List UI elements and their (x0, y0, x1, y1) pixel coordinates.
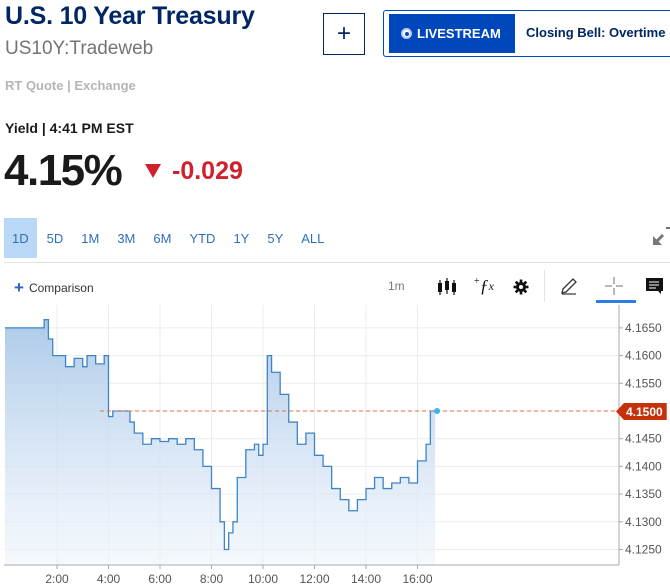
svg-text:4.1600: 4.1600 (625, 349, 662, 363)
range-tab-all[interactable]: ALL (301, 230, 325, 246)
svg-text:8:00: 8:00 (200, 572, 224, 586)
range-tab-ytd[interactable]: YTD (189, 230, 216, 246)
range-tab-3m[interactable]: 3M (117, 230, 136, 246)
range-tab-5d[interactable]: 5D (46, 230, 64, 246)
time-range-tabs: 1D 5D 1M 3M 6M YTD 1Y 5Y ALL (4, 218, 334, 258)
expand-chart-icon[interactable] (652, 226, 670, 246)
svg-text:6:00: 6:00 (148, 572, 172, 586)
comparison-label: Comparison (28, 281, 94, 295)
add-to-watchlist-button[interactable]: + (323, 13, 365, 55)
quote-source: RT Quote | Exchange (5, 78, 136, 93)
range-tab-5y[interactable]: 5Y (267, 230, 284, 246)
live-radio-icon (401, 28, 412, 39)
livestream-banner[interactable]: LIVESTREAM Closing Bell: Overtime (383, 10, 670, 57)
range-tab-1m[interactable]: 1M (81, 230, 100, 246)
down-arrow-icon (145, 164, 161, 178)
quote-timestamp: Yield | 4:41 PM EST (5, 120, 134, 136)
range-tab-1d[interactable]: 1D (4, 218, 37, 258)
comments-icon[interactable] (645, 276, 665, 296)
livestream-show-title[interactable]: Closing Bell: Overtime (526, 25, 666, 40)
plus-icon: + (14, 278, 24, 297)
price-change: -0.029 (172, 157, 243, 185)
livestream-button[interactable]: LIVESTREAM (389, 14, 515, 53)
svg-text:4.1350: 4.1350 (625, 487, 662, 501)
svg-text:4.1650: 4.1650 (625, 321, 662, 335)
toolbar-separator (544, 270, 545, 302)
svg-text:2:00: 2:00 (45, 572, 69, 586)
studies-fx-icon[interactable]: + ƒ x (474, 275, 494, 296)
svg-text:4.1300: 4.1300 (625, 515, 662, 529)
price-area (5, 319, 436, 565)
settings-gear-icon[interactable] (512, 278, 530, 296)
svg-text:4.1450: 4.1450 (625, 432, 662, 446)
livestream-label: LIVESTREAM (417, 26, 501, 41)
current-price-dot (434, 408, 441, 414)
svg-text:12:00: 12:00 (299, 572, 329, 586)
x-axis-labels: 2:00 4:00 6:00 8:00 10:00 12:00 14:00 16:00 (45, 565, 433, 586)
current-price-flag: 4.1500 (616, 403, 667, 420)
range-tab-6m[interactable]: 6M (153, 230, 172, 246)
svg-text:10:00: 10:00 (248, 572, 278, 586)
divider (4, 262, 670, 263)
chart-canvas[interactable]: 4.1650 4.1600 4.1550 4.1450 4.1400 4.1350 4.13… (0, 305, 670, 587)
draw-pencil-icon[interactable] (559, 276, 579, 296)
symbol-label: US10Y:Tradeweb (5, 38, 154, 59)
interval-selector[interactable]: 1m (388, 279, 405, 293)
range-tab-1y[interactable]: 1Y (233, 230, 250, 246)
y-axis-labels: 4.1650 4.1600 4.1550 4.1450 4.1400 4.1350 4.13… (619, 321, 662, 557)
price-line (5, 318, 436, 551)
active-tool-indicator (596, 300, 636, 303)
last-price: 4.15% (4, 146, 123, 195)
svg-text:4.1400: 4.1400 (625, 459, 662, 473)
price-chart[interactable]: 4.1650 4.1600 4.1550 4.1450 4.1400 4.1350 4.13… (0, 305, 670, 587)
candlestick-icon[interactable] (436, 277, 458, 297)
add-comparison-button[interactable]: + Comparison (14, 278, 94, 297)
svg-text:4.1250: 4.1250 (625, 543, 662, 557)
svg-text:4.1550: 4.1550 (625, 376, 662, 390)
crosshair-icon[interactable] (604, 276, 624, 296)
svg-text:4:00: 4:00 (97, 572, 121, 586)
svg-text:16:00: 16:00 (402, 572, 432, 586)
svg-text:14:00: 14:00 (351, 572, 381, 586)
page-title: U.S. 10 Year Treasury (5, 2, 255, 30)
